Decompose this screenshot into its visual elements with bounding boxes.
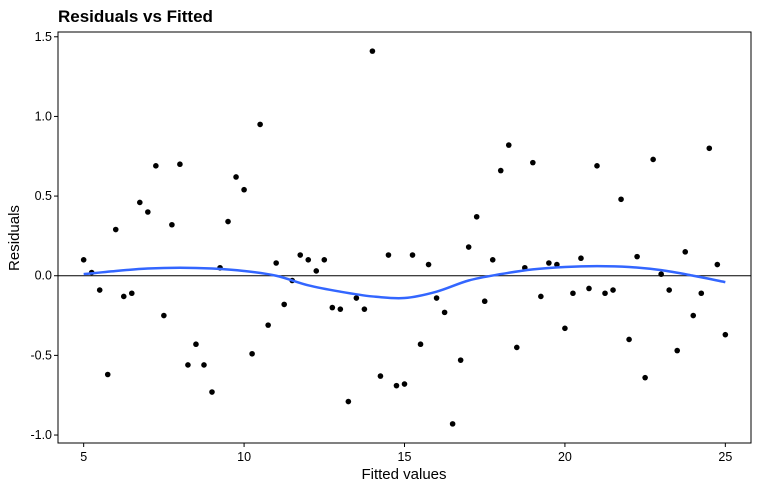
chart-title: Residuals vs Fitted bbox=[58, 7, 213, 26]
x-tick-label: 25 bbox=[718, 450, 732, 464]
residual-point bbox=[650, 156, 656, 163]
residual-point bbox=[377, 373, 384, 379]
x-tick-label: 5 bbox=[80, 450, 87, 464]
residual-points bbox=[80, 48, 729, 427]
residual-point bbox=[449, 421, 456, 427]
residual-point bbox=[169, 221, 175, 228]
residual-point bbox=[185, 362, 191, 368]
residual-point bbox=[361, 306, 368, 312]
residual-point bbox=[698, 290, 705, 297]
residual-point bbox=[193, 341, 199, 348]
residual-point bbox=[497, 167, 504, 174]
residual-point bbox=[257, 121, 263, 128]
residual-point bbox=[674, 347, 681, 354]
y-tick-label: -1.0 bbox=[30, 428, 52, 442]
residual-point bbox=[457, 357, 464, 363]
smooth-trend-line bbox=[83, 264, 726, 300]
residual-point bbox=[177, 161, 183, 168]
residual-point bbox=[385, 252, 392, 258]
residual-point bbox=[313, 268, 320, 274]
residual-point bbox=[505, 142, 512, 148]
y-axis-title: Residuals bbox=[6, 205, 23, 271]
x-tick-label: 15 bbox=[398, 450, 412, 464]
residual-point bbox=[714, 261, 721, 268]
residual-point bbox=[96, 287, 103, 293]
residual-point bbox=[594, 163, 600, 169]
y-tick-label: 0.5 bbox=[35, 189, 52, 203]
residual-point bbox=[634, 253, 640, 260]
residual-point bbox=[433, 295, 440, 301]
residual-point bbox=[201, 362, 207, 368]
residual-point bbox=[120, 293, 127, 300]
x-tick-label: 10 bbox=[237, 450, 251, 464]
residual-point bbox=[489, 257, 496, 263]
y-tick-label: 1.5 bbox=[35, 30, 52, 44]
residual-point bbox=[530, 159, 536, 166]
y-tick-label: -0.5 bbox=[30, 348, 52, 362]
residual-point bbox=[337, 306, 344, 312]
residual-point bbox=[112, 226, 119, 233]
residual-point bbox=[465, 244, 472, 250]
residual-point bbox=[578, 255, 584, 262]
residual-point bbox=[602, 290, 608, 297]
residual-point bbox=[297, 252, 304, 258]
residual-point bbox=[401, 381, 408, 387]
residual-point bbox=[104, 371, 111, 378]
x-axis-title: Fitted values bbox=[361, 466, 446, 483]
residual-point bbox=[225, 218, 231, 225]
x-axis: 5 10 15 20 25 bbox=[80, 443, 732, 464]
residual-point bbox=[329, 304, 336, 311]
plot-panel bbox=[57, 31, 752, 444]
residual-point bbox=[586, 285, 592, 292]
residual-point bbox=[137, 199, 143, 206]
residual-point bbox=[353, 295, 360, 301]
residual-point bbox=[345, 398, 352, 405]
residual-point bbox=[161, 312, 167, 319]
residual-point bbox=[513, 344, 520, 351]
residual-point bbox=[618, 196, 624, 203]
residual-point bbox=[658, 271, 664, 277]
residual-point bbox=[273, 260, 279, 266]
residual-point bbox=[417, 341, 424, 348]
residual-point bbox=[682, 249, 689, 255]
residual-point bbox=[562, 325, 568, 332]
residual-point bbox=[610, 287, 616, 293]
residual-point bbox=[241, 186, 247, 193]
residual-point bbox=[128, 290, 135, 297]
residual-point bbox=[666, 287, 672, 293]
residual-point bbox=[281, 301, 287, 308]
residual-point bbox=[209, 389, 215, 395]
residual-point bbox=[626, 336, 632, 343]
residual-point bbox=[305, 257, 312, 263]
residual-point bbox=[441, 309, 448, 316]
residual-point bbox=[321, 257, 328, 263]
residual-point bbox=[409, 252, 416, 258]
residual-point bbox=[554, 261, 560, 268]
residual-point bbox=[690, 312, 697, 319]
residual-point bbox=[425, 261, 432, 268]
residual-point bbox=[570, 290, 576, 297]
x-tick-label: 20 bbox=[558, 450, 572, 464]
residual-point bbox=[265, 322, 271, 328]
residual-point bbox=[249, 350, 255, 357]
residual-point bbox=[153, 163, 159, 169]
residual-point bbox=[80, 257, 87, 263]
residual-point bbox=[722, 331, 729, 338]
residual-point bbox=[538, 293, 544, 300]
residual-point bbox=[233, 174, 239, 180]
residual-point bbox=[481, 298, 488, 305]
y-axis: -1.0 -0.5 0.0 0.5 1.0 1.5 bbox=[30, 30, 58, 442]
residual-point bbox=[706, 145, 713, 152]
y-tick-label: 1.0 bbox=[35, 109, 52, 123]
residual-point bbox=[546, 260, 552, 266]
residual-point bbox=[369, 48, 376, 54]
y-tick-label: 0.0 bbox=[35, 269, 52, 283]
residual-point bbox=[473, 213, 480, 220]
residual-point bbox=[393, 382, 400, 389]
residual-point bbox=[642, 374, 648, 381]
residual-point bbox=[145, 209, 151, 215]
